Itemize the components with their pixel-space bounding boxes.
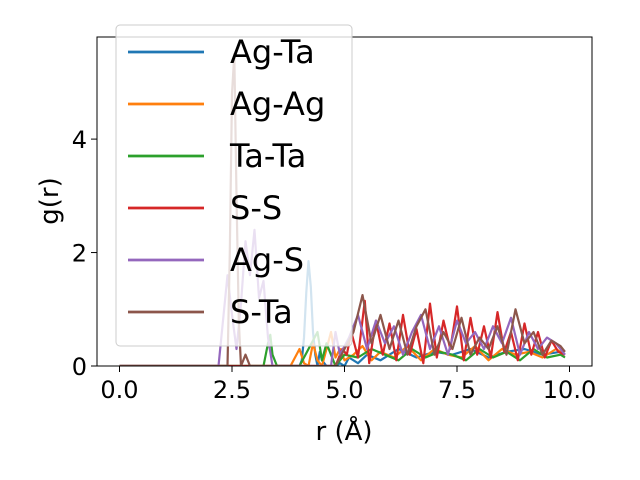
x-tick-label: 7.5 (438, 376, 476, 404)
legend-label: S-Ta (230, 293, 293, 331)
x-tick-label: 10.0 (543, 376, 596, 404)
x-tick-label: 2.5 (213, 376, 251, 404)
x-axis-label: r (Å) (315, 415, 372, 447)
series-line-3 (119, 299, 566, 366)
y-tick-label: 0 (72, 353, 87, 381)
legend: Ag-Ta Ag-Ag Ta-Ta S-S Ag-S S-Ta (115, 24, 353, 347)
x-tick-label: 0.0 (100, 376, 138, 404)
x-tick-label: 5.0 (325, 376, 363, 404)
y-tick-label: 4 (72, 126, 87, 154)
legend-label: Ta-Ta (229, 137, 306, 175)
legend-label: S-S (230, 189, 282, 227)
y-tick-label: 2 (72, 240, 87, 268)
series-layer (119, 52, 566, 366)
y-axis-label: g(r) (35, 177, 65, 224)
series-line-1 (119, 330, 566, 366)
legend-label: Ag-S (230, 241, 304, 279)
legend-label: Ag-Ag (230, 85, 325, 123)
legend-label: Ag-Ta (230, 33, 315, 71)
x-axis: 0.0 2.5 5.0 7.5 10.0 (100, 366, 596, 404)
y-axis: 0 2 4 (72, 126, 97, 381)
